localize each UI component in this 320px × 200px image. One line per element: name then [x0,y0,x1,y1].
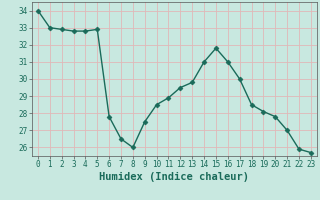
X-axis label: Humidex (Indice chaleur): Humidex (Indice chaleur) [100,172,249,182]
